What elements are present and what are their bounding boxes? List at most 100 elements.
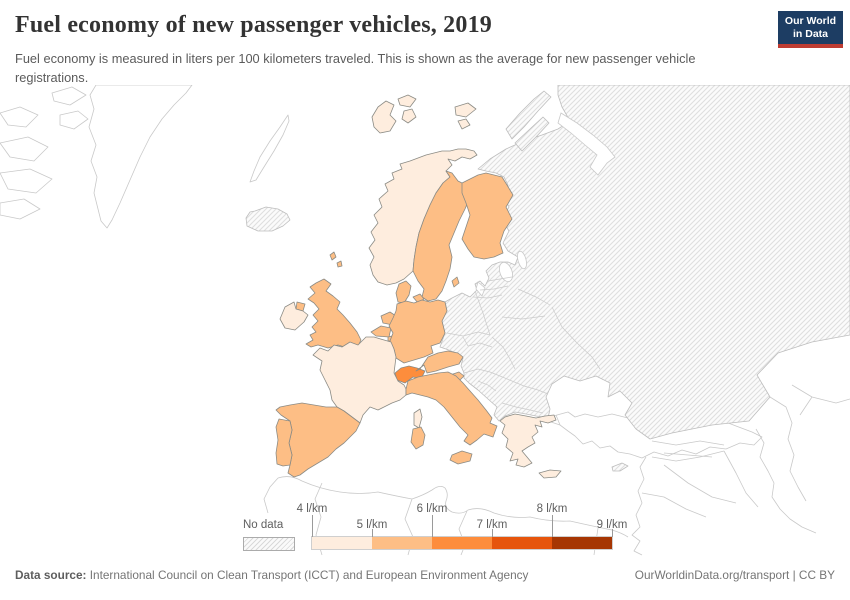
white-sea — [557, 112, 616, 176]
legend-tick-label: 6 l/km — [416, 503, 448, 515]
border-belarus-ukraine — [501, 315, 546, 320]
country-italy[interactable] — [405, 371, 498, 446]
landmass-greenland — [88, 85, 193, 229]
data-source-note: Data source: International Council on Cl… — [15, 568, 528, 582]
landmass-arctic-canada — [0, 168, 53, 194]
legend-no-data-swatch[interactable] — [243, 537, 295, 551]
country-shetland[interactable] — [336, 260, 343, 268]
country-denmark[interactable] — [395, 280, 412, 304]
border-ukraine-moldova-romania — [491, 336, 516, 370]
country-crete[interactable] — [538, 469, 562, 479]
border-lithuania-belarus — [472, 294, 503, 299]
country-svalbard[interactable] — [397, 94, 417, 108]
country-novaya-zemlya-no-data[interactable] — [514, 116, 550, 152]
coastline-north-africa — [277, 476, 629, 538]
legend-no-data-label: No data — [243, 519, 284, 531]
country-austria[interactable] — [415, 350, 464, 374]
border-danube-romania-bulgaria — [499, 375, 549, 395]
landmass-arctic-canada — [59, 110, 89, 130]
country-sicily[interactable] — [449, 450, 473, 465]
border-greece-turkey-thrace — [555, 414, 561, 426]
border-syria-iraq — [663, 464, 737, 504]
legend-tick-label: 8 l/km — [536, 503, 568, 515]
legend-bin-1[interactable] — [372, 537, 432, 549]
landmass-arctic-canada — [0, 136, 49, 162]
legend-bin-4[interactable] — [552, 537, 612, 549]
border-poland-east — [474, 290, 491, 336]
border-bulgaria-south — [501, 402, 544, 414]
country-svalbard[interactable] — [371, 100, 397, 134]
country-svalbard[interactable] — [457, 118, 471, 130]
lake-ladoga — [499, 261, 513, 283]
border-bosnia-serbia — [477, 380, 497, 392]
legend-tick-label: 9 l/km — [596, 519, 628, 531]
coastline-caspian-north — [769, 396, 807, 502]
owid-logo-line1: Our World — [784, 15, 837, 27]
legend-bin-3[interactable] — [492, 537, 552, 549]
country-germany[interactable] — [388, 299, 448, 364]
country-cyprus-no-data[interactable] — [611, 462, 629, 472]
legend-tick-label: 7 l/km — [476, 519, 508, 531]
map-svg — [0, 85, 850, 556]
attribution-link[interactable]: OurWorldinData.org/transport | CC BY — [634, 568, 835, 582]
country-eastern-europe-russia-no-data[interactable] — [439, 85, 850, 440]
coastline-morocco-atlantic — [263, 477, 279, 514]
country-gotland[interactable] — [451, 276, 460, 288]
owid-logo-line2: in Data — [792, 28, 828, 40]
country-portugal[interactable] — [275, 418, 293, 467]
border-jordan-saudi — [641, 492, 707, 518]
border-hungary-croatia-serbia — [463, 368, 501, 377]
country-spain[interactable] — [275, 402, 361, 478]
border-ukraine-russia — [551, 306, 601, 370]
border-armenia — [663, 452, 713, 458]
landmass-arctic-canada — [0, 198, 41, 220]
lake-onega — [517, 250, 527, 270]
legend-tick — [372, 529, 373, 537]
data-source-label: Data source: — [15, 568, 87, 582]
coastline-caspian-west — [755, 428, 817, 534]
country-shetland[interactable] — [329, 251, 337, 261]
border-belarus-russia — [517, 288, 551, 306]
country-iceland-no-data[interactable] — [245, 206, 291, 232]
border-turkey-syria-iraq — [651, 450, 725, 462]
legend-tick-label: 5 l/km — [356, 519, 388, 531]
page-title: Fuel economy of new passenger vehicles, … — [15, 12, 492, 38]
landmass-arctic-canada — [51, 86, 87, 106]
border-czech-slovakia — [462, 336, 493, 348]
chart-subtitle: Fuel economy is measured in liters per 1… — [15, 51, 696, 85]
legend-tick — [312, 515, 313, 537]
legend-bin-0[interactable] — [312, 537, 372, 549]
legend-bin-2[interactable] — [432, 537, 492, 549]
border-kazakhstan-uzbekistan — [791, 384, 850, 416]
data-source-text: International Council on Clean Transport… — [86, 568, 529, 582]
europe-choropleth-map: No data 4 l/km 5 l/km 6 l/km 7 l/km 8 l/km 9 … — [0, 85, 850, 557]
border-estonia-latvia — [487, 276, 513, 282]
legend-tick — [492, 529, 493, 537]
country-corsica[interactable] — [413, 408, 423, 429]
landmass-arctic-canada — [0, 106, 39, 128]
border-latvia-lithuania — [479, 285, 509, 291]
country-sardinia[interactable] — [410, 426, 426, 450]
coastline-levant — [631, 456, 647, 556]
country-united-kingdom[interactable] — [305, 278, 362, 349]
country-svalbard[interactable] — [454, 102, 477, 118]
country-belgium[interactable] — [370, 325, 392, 338]
country-novaya-zemlya-no-data[interactable] — [505, 90, 552, 140]
legend-color-bar — [311, 536, 613, 550]
country-greece[interactable] — [499, 413, 557, 468]
landmass-east-greenland-coast — [249, 114, 290, 183]
border-georgia-azerbaijan — [651, 440, 725, 446]
map-legend: No data 4 l/km 5 l/km 6 l/km 7 l/km 8 l/km 9 … — [243, 503, 643, 553]
country-svalbard[interactable] — [401, 108, 417, 124]
legend-tick — [552, 515, 553, 537]
legend-tick — [612, 529, 613, 537]
legend-tick — [432, 515, 433, 537]
border-iraq-iran — [723, 450, 759, 508]
legend-tick-label: 4 l/km — [296, 503, 328, 515]
country-finland[interactable] — [461, 172, 514, 260]
country-ireland[interactable] — [279, 301, 309, 331]
owid-logo: Our World in Data — [778, 11, 843, 48]
border-poland-south — [446, 331, 491, 337]
chart-footer: Data source: International Council on Cl… — [0, 565, 850, 589]
